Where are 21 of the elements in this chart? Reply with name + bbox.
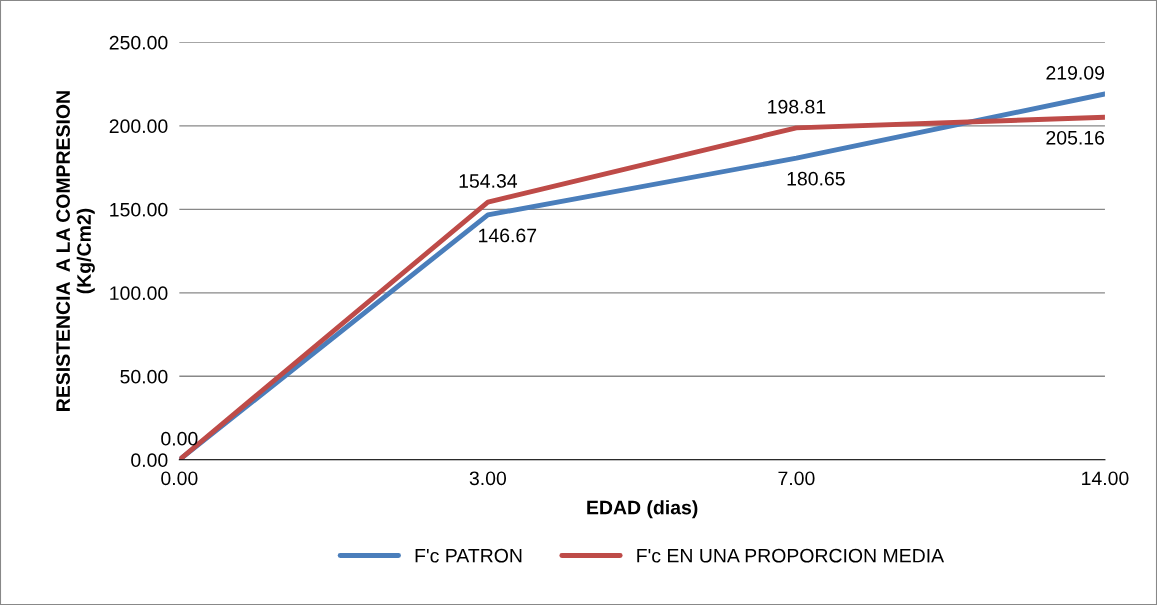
data-label: 0.00 xyxy=(161,431,198,446)
data-label: 180.65 xyxy=(787,171,845,186)
x-axis-title: EDAD (dias) xyxy=(587,500,698,519)
data-label: 198.81 xyxy=(768,99,826,114)
x-tick-label: 3.00 xyxy=(469,471,507,486)
y-tick-label: 100.00 xyxy=(110,286,168,301)
legend-label: F'c PATRON xyxy=(415,548,522,563)
y-tick-label: 50.00 xyxy=(120,369,168,384)
x-tick-label: 7.00 xyxy=(778,471,815,486)
x-tick-label: 0.00 xyxy=(161,471,198,486)
legend-label: F'c EN UNA PROPORCION MEDIA xyxy=(637,548,945,563)
y-tick-label: 200.00 xyxy=(109,119,168,134)
y-axis-title: RESISTENCIA A LA COMPRESION (Kg/Cm2) xyxy=(56,91,95,411)
y-tick-label: 150.00 xyxy=(110,202,168,217)
y-tick-label: 0.00 xyxy=(131,453,168,468)
data-label: 146.67 xyxy=(479,228,537,243)
data-label: 154.34 xyxy=(459,174,518,188)
x-tick-label: 14.00 xyxy=(1082,471,1129,486)
data-label: 219.09 xyxy=(1046,65,1105,80)
y-tick-label: 250.00 xyxy=(109,35,168,50)
data-label: 205.16 xyxy=(1046,130,1105,145)
